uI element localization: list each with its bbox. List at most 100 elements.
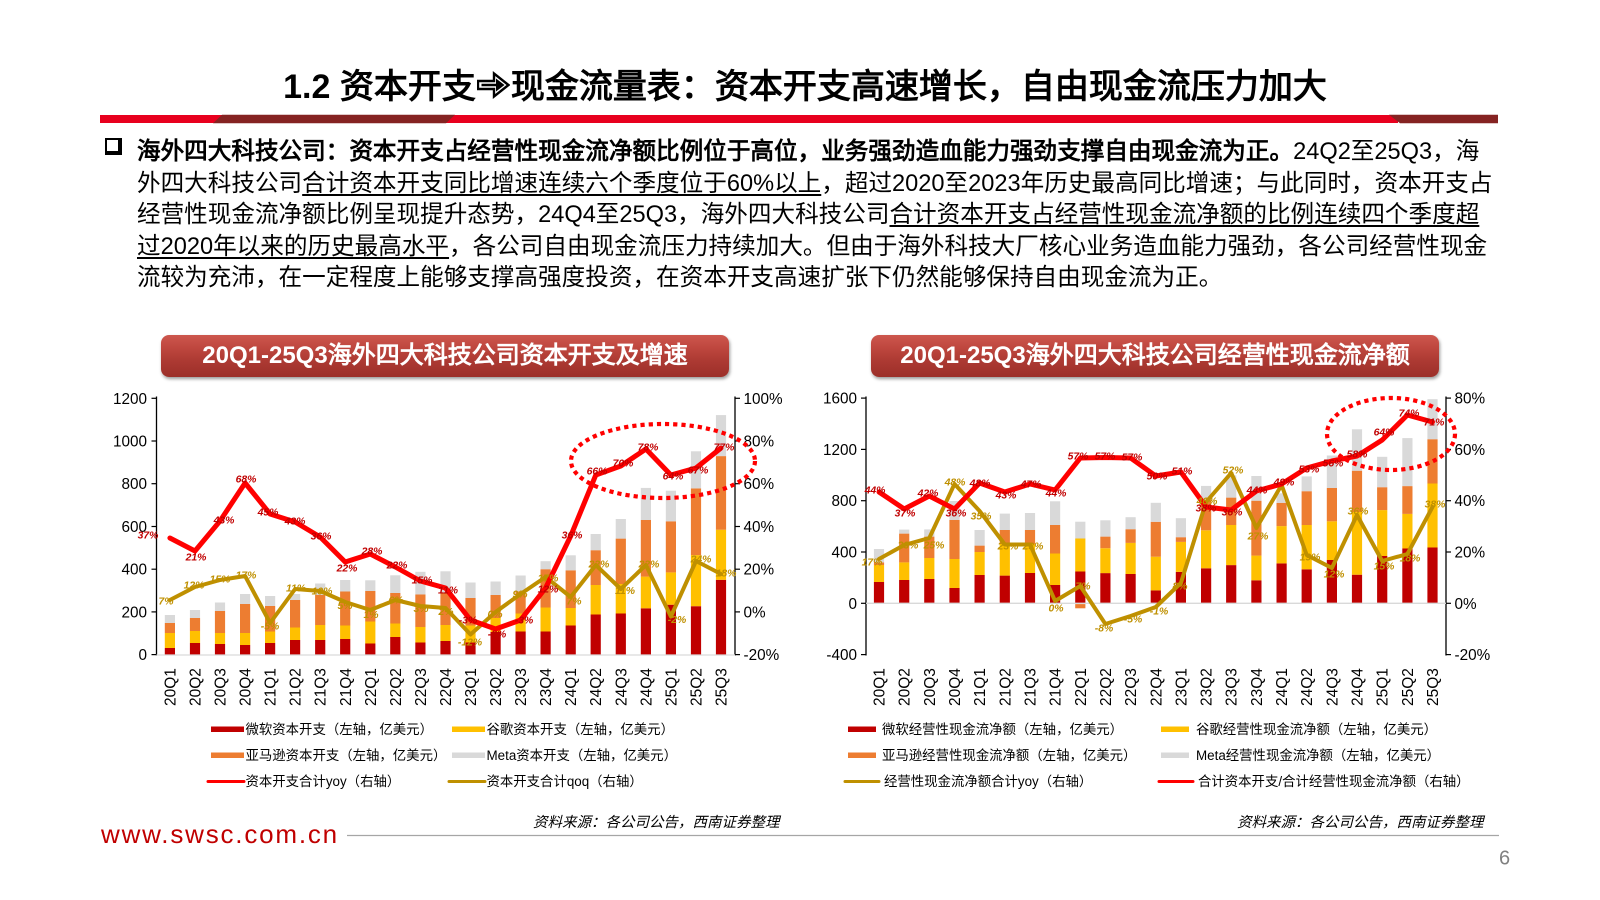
svg-text:58%: 58% bbox=[1347, 450, 1368, 461]
svg-text:谷歌资本开支（左轴，亿美元）: 谷歌资本开支（左轴，亿美元） bbox=[487, 722, 674, 737]
svg-text:亚马逊资本开支（左轴，亿美元）: 亚马逊资本开支（左轴，亿美元） bbox=[246, 748, 447, 763]
svg-text:22Q3: 22Q3 bbox=[413, 668, 430, 706]
svg-text:74%: 74% bbox=[1399, 409, 1420, 420]
svg-text:20Q4: 20Q4 bbox=[238, 668, 255, 706]
svg-text:23Q2: 23Q2 bbox=[488, 668, 505, 706]
svg-text:1200: 1200 bbox=[823, 442, 857, 459]
svg-text:22Q3: 22Q3 bbox=[1123, 668, 1140, 706]
svg-text:25Q2: 25Q2 bbox=[689, 668, 706, 706]
svg-text:27%: 27% bbox=[1247, 532, 1269, 543]
svg-text:19%: 19% bbox=[1300, 553, 1321, 564]
svg-text:77%: 77% bbox=[714, 443, 735, 454]
svg-text:11%: 11% bbox=[286, 584, 306, 595]
svg-text:25%: 25% bbox=[923, 541, 945, 552]
svg-text:56%: 56% bbox=[1323, 459, 1344, 470]
svg-text:20Q4: 20Q4 bbox=[947, 668, 964, 706]
svg-text:12%: 12% bbox=[538, 585, 559, 596]
svg-text:80%: 80% bbox=[744, 434, 775, 451]
svg-text:-20%: -20% bbox=[744, 647, 780, 664]
svg-text:43%: 43% bbox=[995, 491, 1017, 502]
svg-text:15%: 15% bbox=[412, 576, 433, 587]
svg-text:23Q1: 23Q1 bbox=[463, 668, 480, 706]
svg-text:21Q1: 21Q1 bbox=[263, 668, 280, 706]
svg-text:合计资本开支/合计经营性现金流净额（右轴）: 合计资本开支/合计经营性现金流净额（右轴） bbox=[1198, 774, 1470, 789]
svg-text:22Q2: 22Q2 bbox=[388, 668, 405, 706]
svg-text:0%: 0% bbox=[1048, 604, 1063, 615]
svg-text:10%: 10% bbox=[312, 587, 333, 598]
svg-text:22%: 22% bbox=[386, 561, 408, 572]
svg-text:60%: 60% bbox=[744, 476, 775, 493]
svg-text:70%: 70% bbox=[613, 459, 634, 470]
svg-text:20Q2: 20Q2 bbox=[188, 668, 205, 706]
svg-text:35%: 35% bbox=[971, 512, 992, 523]
svg-text:17%: 17% bbox=[538, 574, 559, 585]
svg-text:18%: 18% bbox=[716, 569, 737, 580]
svg-text:22Q1: 22Q1 bbox=[363, 668, 380, 706]
svg-text:-8%: -8% bbox=[1095, 624, 1113, 635]
svg-text:1%: 1% bbox=[363, 610, 378, 621]
svg-text:38%: 38% bbox=[1196, 504, 1217, 515]
svg-text:38%: 38% bbox=[1425, 500, 1446, 511]
svg-text:800: 800 bbox=[121, 476, 147, 493]
svg-text:24Q2: 24Q2 bbox=[588, 668, 605, 706]
svg-text:40%: 40% bbox=[1455, 493, 1486, 510]
svg-text:www.swsc.com.cn: www.swsc.com.cn bbox=[100, 819, 339, 849]
svg-text:23%: 23% bbox=[997, 542, 1019, 553]
svg-text:42%: 42% bbox=[917, 489, 939, 500]
svg-text:21Q4: 21Q4 bbox=[1048, 668, 1065, 706]
svg-text:23Q4: 23Q4 bbox=[538, 668, 555, 706]
svg-text:22Q2: 22Q2 bbox=[1098, 668, 1115, 706]
svg-text:11%: 11% bbox=[438, 586, 458, 597]
svg-text:微软经营性现金流净额（左轴，亿美元）: 微软经营性现金流净额（左轴，亿美元） bbox=[882, 722, 1123, 737]
svg-text:0: 0 bbox=[138, 647, 147, 664]
svg-text:37%: 37% bbox=[895, 509, 916, 520]
svg-text:3%: 3% bbox=[413, 604, 428, 615]
svg-text:36%: 36% bbox=[311, 532, 332, 543]
svg-text:48%: 48% bbox=[969, 479, 991, 490]
svg-text:-20%: -20% bbox=[1455, 647, 1491, 664]
svg-text:28%: 28% bbox=[361, 547, 383, 558]
svg-text:-1%: -1% bbox=[1150, 607, 1168, 618]
svg-text:23Q2: 23Q2 bbox=[1199, 668, 1216, 706]
svg-text:Meta资本开支（左轴，亿美元）: Meta资本开支（左轴，亿美元） bbox=[487, 748, 677, 763]
svg-text:49%: 49% bbox=[1273, 478, 1295, 489]
svg-text:25Q2: 25Q2 bbox=[1400, 668, 1417, 706]
svg-text:资本开支合计yoy（右轴）: 资本开支合计yoy（右轴） bbox=[246, 774, 401, 789]
svg-text:68%: 68% bbox=[236, 475, 257, 486]
svg-text:2%: 2% bbox=[437, 607, 453, 618]
svg-text:43%: 43% bbox=[213, 516, 235, 527]
svg-text:48%: 48% bbox=[944, 478, 966, 489]
svg-text:36%: 36% bbox=[1222, 508, 1243, 519]
svg-text:0%: 0% bbox=[744, 604, 767, 621]
svg-text:5%: 5% bbox=[337, 601, 352, 612]
svg-text:11%: 11% bbox=[615, 586, 635, 597]
svg-text:36%: 36% bbox=[562, 531, 583, 542]
svg-text:21Q3: 21Q3 bbox=[1023, 668, 1040, 706]
svg-text:57%: 57% bbox=[1122, 453, 1143, 464]
svg-text:37%: 37% bbox=[138, 531, 159, 542]
svg-text:21Q3: 21Q3 bbox=[313, 668, 330, 706]
svg-text:20%: 20% bbox=[1455, 545, 1486, 562]
svg-text:-12%: -12% bbox=[458, 638, 482, 649]
svg-text:-400: -400 bbox=[826, 647, 857, 664]
svg-text:9%: 9% bbox=[512, 590, 527, 601]
svg-text:36%: 36% bbox=[1348, 507, 1369, 518]
svg-text:22Q4: 22Q4 bbox=[438, 668, 455, 706]
svg-text:23Q3: 23Q3 bbox=[1224, 668, 1241, 706]
svg-text:8%: 8% bbox=[1172, 582, 1187, 593]
svg-text:24Q4: 24Q4 bbox=[638, 668, 655, 706]
svg-text:22%: 22% bbox=[638, 560, 660, 571]
svg-text:52%: 52% bbox=[1223, 466, 1244, 477]
svg-text:20Q2: 20Q2 bbox=[897, 668, 914, 706]
svg-text:200: 200 bbox=[121, 604, 147, 621]
svg-text:Meta经营性现金流净额（左轴，亿美元）: Meta经营性现金流净额（左轴，亿美元） bbox=[1196, 748, 1440, 763]
svg-text:45%: 45% bbox=[257, 508, 279, 519]
svg-text:50%: 50% bbox=[1147, 472, 1168, 483]
svg-text:23%: 23% bbox=[1022, 542, 1044, 553]
svg-text:25Q1: 25Q1 bbox=[1375, 668, 1392, 706]
svg-text:25Q3: 25Q3 bbox=[714, 668, 731, 706]
svg-text:64%: 64% bbox=[1374, 428, 1395, 439]
svg-text:23Q1: 23Q1 bbox=[1173, 668, 1190, 706]
svg-text:-2%: -2% bbox=[668, 615, 686, 626]
svg-text:-5%: -5% bbox=[261, 622, 279, 633]
